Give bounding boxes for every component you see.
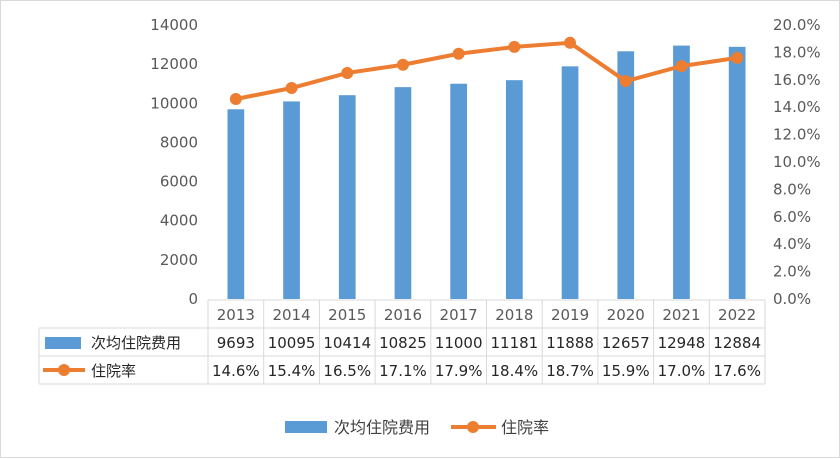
y-left-tick-label: 4000 xyxy=(160,212,198,230)
y-left-tick-label: 6000 xyxy=(160,173,198,191)
line-point xyxy=(731,51,744,64)
x-tick-label: 2020 xyxy=(607,306,645,324)
y-left-tick-label: 8000 xyxy=(160,133,198,151)
legend-key-bar xyxy=(285,421,327,433)
table-cell: 17.0% xyxy=(658,362,706,380)
legend-key-marker xyxy=(467,421,479,433)
bar xyxy=(617,51,635,300)
bar xyxy=(450,83,468,299)
series-line xyxy=(235,40,738,101)
x-tick-label: 2013 xyxy=(217,306,255,324)
line-point xyxy=(229,92,242,105)
table-cell: 9693 xyxy=(217,334,255,352)
table-cell: 12948 xyxy=(658,334,706,352)
y-right-tick-label: 8.0% xyxy=(773,180,811,198)
bar xyxy=(728,46,746,300)
y-right-tick-label: 16.0% xyxy=(773,71,821,89)
x-tick-label: 2021 xyxy=(662,306,700,324)
y-right-tick-label: 18.0% xyxy=(773,43,821,61)
line-point xyxy=(675,60,688,73)
y-left-tick-label: 0 xyxy=(188,290,198,308)
bar xyxy=(561,66,579,299)
x-tick-label: 2022 xyxy=(718,306,756,324)
table-row-header: 住院率 xyxy=(91,362,136,380)
table-cell: 18.7% xyxy=(546,362,594,380)
table-cell: 17.9% xyxy=(435,362,483,380)
bar xyxy=(394,87,412,299)
bar xyxy=(673,45,690,299)
y-right-tick-label: 2.0% xyxy=(773,263,811,281)
line-point xyxy=(341,66,354,79)
table-cell: 17.1% xyxy=(379,362,427,380)
line-point xyxy=(285,82,298,95)
y-right-tick-label: 10.0% xyxy=(773,153,821,171)
table-cell: 18.4% xyxy=(491,362,539,380)
y-left-tick-label: 14000 xyxy=(150,16,198,34)
x-tick-label: 2015 xyxy=(328,306,366,324)
legend-label: 住院率 xyxy=(501,418,549,437)
table-cell: 12657 xyxy=(602,334,650,352)
table-cell: 10825 xyxy=(379,334,427,352)
table-cell: 10095 xyxy=(268,334,316,352)
y-right-tick-label: 0.0% xyxy=(773,290,811,308)
table-cell: 14.6% xyxy=(212,362,260,380)
x-tick-label: 2018 xyxy=(495,306,533,324)
bar xyxy=(505,80,523,299)
table-cell: 17.6% xyxy=(713,362,761,380)
table-cell: 11181 xyxy=(490,334,538,352)
x-tick-label: 2016 xyxy=(384,306,422,324)
y-right-tick-label: 6.0% xyxy=(773,208,811,226)
legend-label: 次均住院费用 xyxy=(334,418,430,437)
table-legend-key-marker xyxy=(58,364,70,376)
y-right-tick-label: 20.0% xyxy=(773,16,821,34)
y-right-tick-label: 4.0% xyxy=(773,235,811,253)
y-left-tick-label: 10000 xyxy=(150,94,198,112)
table-cell: 16.5% xyxy=(323,362,371,380)
line-point xyxy=(619,75,632,88)
table-cell: 15.9% xyxy=(602,362,650,380)
table-row-header: 次均住院费用 xyxy=(91,334,181,352)
line-point xyxy=(452,47,465,60)
bar xyxy=(338,95,356,300)
table-cell: 11888 xyxy=(546,334,594,352)
x-tick-label: 2017 xyxy=(440,306,478,324)
table-cell: 11000 xyxy=(435,334,483,352)
y-left-tick-label: 12000 xyxy=(150,55,198,73)
table-legend-key-bar xyxy=(45,337,81,349)
table-cell: 10414 xyxy=(323,334,371,352)
table-cell: 15.4% xyxy=(268,362,316,380)
line-point xyxy=(508,40,521,53)
table-cell: 12884 xyxy=(713,334,761,352)
y-right-tick-label: 12.0% xyxy=(773,126,821,144)
y-right-tick-label: 14.0% xyxy=(773,98,821,116)
x-tick-label: 2014 xyxy=(272,306,310,324)
bar xyxy=(283,101,300,300)
bar xyxy=(227,109,245,299)
x-tick-label: 2019 xyxy=(551,306,589,324)
line-point xyxy=(564,36,577,49)
y-left-tick-label: 2000 xyxy=(160,251,198,269)
line-point xyxy=(396,58,409,71)
